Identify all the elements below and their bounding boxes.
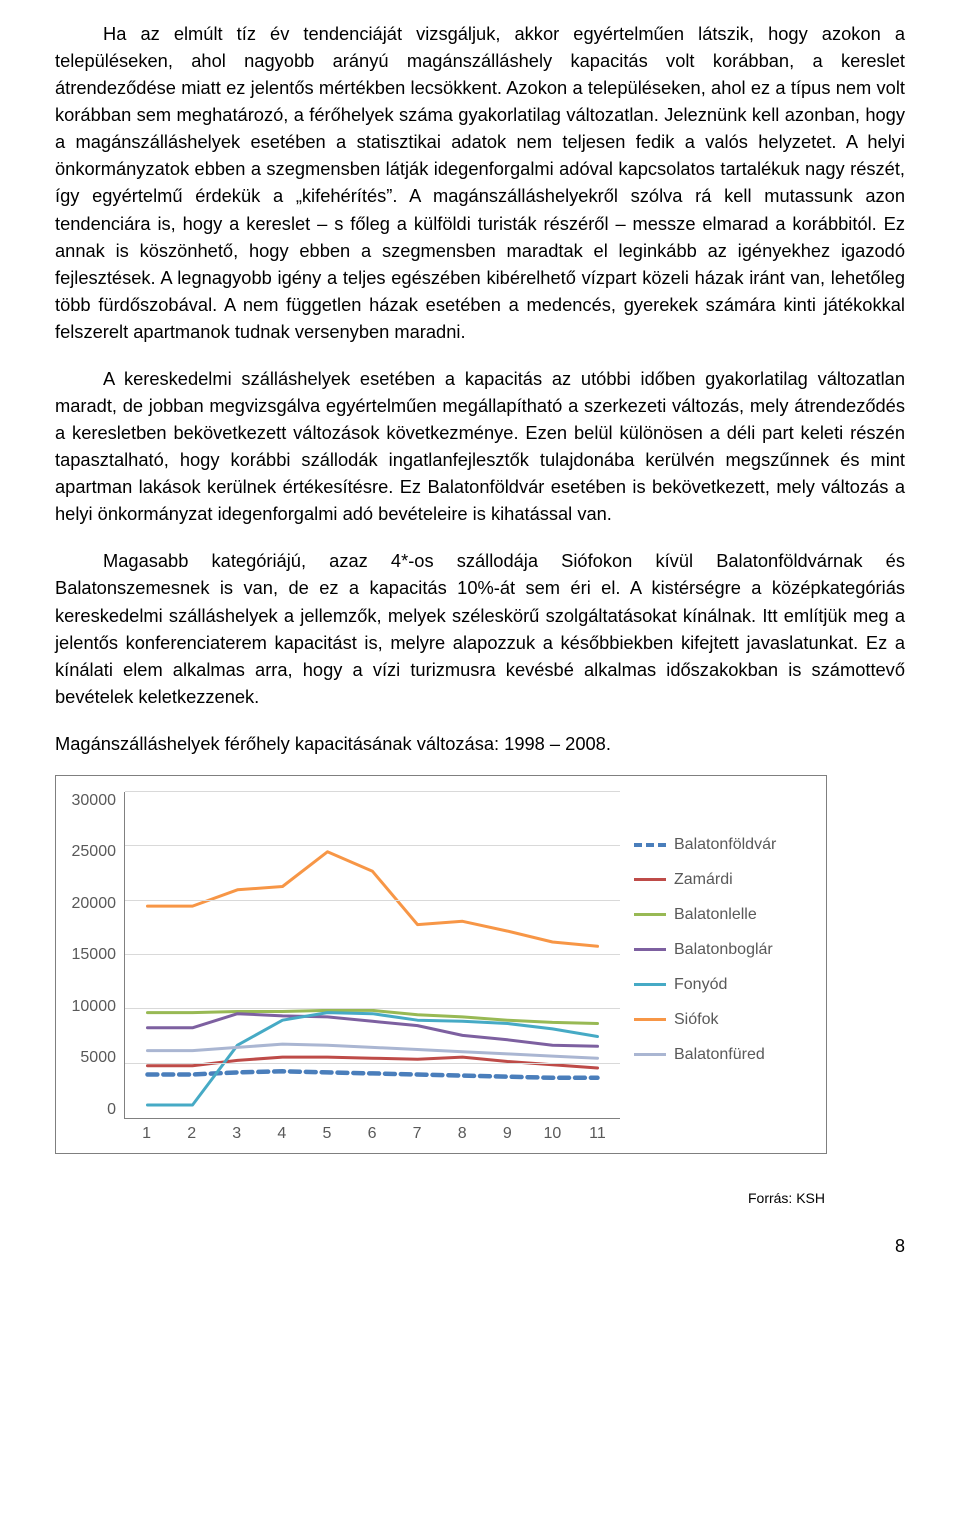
gridline xyxy=(125,791,620,792)
legend-label: Fonyód xyxy=(674,976,727,994)
gridline xyxy=(125,954,620,955)
chart-source: Forrás: KSH xyxy=(55,1190,905,1206)
y-tick-label: 20000 xyxy=(72,895,117,913)
legend-swatch xyxy=(634,843,666,847)
y-tick-label: 25000 xyxy=(72,843,117,861)
legend-swatch xyxy=(634,913,666,916)
legend-label: Balatonlelle xyxy=(674,906,757,924)
page-number: 8 xyxy=(55,1236,905,1257)
series-line xyxy=(147,1014,597,1047)
document-page: Ha az elmúlt tíz év tendenciáját vizsgál… xyxy=(0,0,960,1305)
y-tick-label: 0 xyxy=(107,1101,116,1119)
paragraph-1: Ha az elmúlt tíz év tendenciáját vizsgál… xyxy=(55,20,905,345)
legend-label: Balatonboglár xyxy=(674,941,773,959)
legend-item: Balatonföldvár xyxy=(634,836,816,854)
chart-lines xyxy=(125,792,620,1118)
series-line xyxy=(147,1044,597,1058)
x-tick-label: 2 xyxy=(169,1125,214,1143)
legend-item: Balatonfüred xyxy=(634,1046,816,1064)
y-axis-labels: 30000 25000 20000 15000 10000 5000 0 xyxy=(66,792,124,1143)
paragraph-2: A kereskedelmi szálláshelyek esetében a … xyxy=(55,365,905,527)
y-tick-label: 10000 xyxy=(72,998,117,1016)
legend-label: Balatonfüred xyxy=(674,1046,765,1064)
gridline xyxy=(125,845,620,846)
chart-container: 30000 25000 20000 15000 10000 5000 0 123456789… xyxy=(55,775,827,1154)
y-tick-label: 30000 xyxy=(72,792,117,810)
legend-swatch xyxy=(634,1018,666,1021)
legend-swatch xyxy=(634,983,666,986)
x-tick-label: 4 xyxy=(259,1125,304,1143)
gridline xyxy=(125,900,620,901)
y-tick-label: 15000 xyxy=(72,946,117,964)
x-axis-labels: 1234567891011 xyxy=(124,1119,620,1143)
chart-inner: 30000 25000 20000 15000 10000 5000 0 123456789… xyxy=(66,792,816,1143)
legend-label: Balatonföldvár xyxy=(674,836,776,854)
paragraph-3: Magasabb kategóriájú, azaz 4*-os szállod… xyxy=(55,547,905,709)
x-tick-label: 5 xyxy=(304,1125,349,1143)
plot-area xyxy=(124,792,620,1119)
chart-legend: Balatonföldvár Zamárdi Balatonlelle Balaton… xyxy=(620,792,816,1143)
legend-item: Zamárdi xyxy=(634,871,816,889)
legend-item: Fonyód xyxy=(634,976,816,994)
legend-swatch xyxy=(634,878,666,881)
x-tick-label: 6 xyxy=(349,1125,394,1143)
x-tick-label: 10 xyxy=(530,1125,575,1143)
legend-item: Siófok xyxy=(634,1011,816,1029)
legend-swatch xyxy=(634,948,666,951)
legend-label: Zamárdi xyxy=(674,871,733,889)
x-tick-label: 11 xyxy=(575,1125,620,1143)
chart-title: Magánszálláshelyek férőhely kapacitásána… xyxy=(55,730,905,757)
x-tick-label: 7 xyxy=(395,1125,440,1143)
plot-column: 1234567891011 xyxy=(124,792,620,1143)
x-tick-label: 8 xyxy=(440,1125,485,1143)
gridline xyxy=(125,1063,620,1064)
y-tick-label: 5000 xyxy=(80,1049,116,1067)
x-tick-label: 1 xyxy=(124,1125,169,1143)
legend-swatch xyxy=(634,1053,666,1056)
x-tick-label: 9 xyxy=(485,1125,530,1143)
legend-item: Balatonlelle xyxy=(634,906,816,924)
gridline xyxy=(125,1008,620,1009)
legend-label: Siófok xyxy=(674,1011,718,1029)
legend-item: Balatonboglár xyxy=(634,941,816,959)
x-tick-label: 3 xyxy=(214,1125,259,1143)
